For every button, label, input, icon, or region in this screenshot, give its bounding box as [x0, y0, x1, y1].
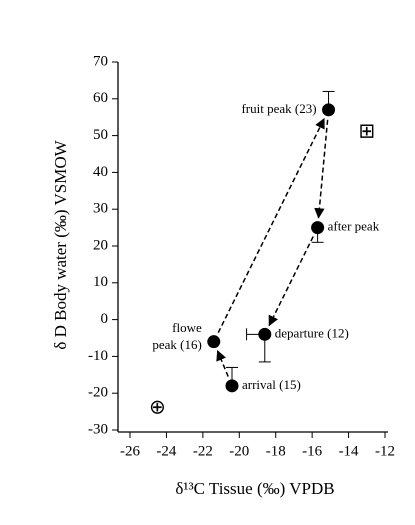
point	[322, 103, 336, 117]
point	[311, 221, 325, 235]
arrow	[268, 236, 314, 327]
y-tick-label: 30	[93, 201, 108, 217]
arrow	[216, 349, 229, 377]
y-tick-label: 70	[93, 53, 108, 69]
y-tick-label: -10	[88, 348, 108, 364]
point-label: after peak	[328, 219, 380, 234]
y-tick-label: 60	[93, 90, 108, 106]
point	[207, 335, 221, 349]
arrow	[217, 117, 325, 334]
point-label: peak (16)	[152, 337, 201, 352]
point	[258, 327, 272, 341]
point	[225, 379, 239, 393]
x-tick-label: -18	[266, 443, 286, 459]
x-tick-label: -14	[339, 443, 359, 459]
y-tick-label: -20	[88, 385, 108, 401]
y-tick-label: 0	[101, 311, 109, 327]
x-tick-label: -24	[156, 443, 176, 459]
point-label: arrival (15)	[242, 377, 301, 392]
y-tick-label: 20	[93, 237, 108, 253]
symbol: ⊕	[149, 394, 166, 418]
x-tick-label: -16	[302, 443, 322, 459]
y-tick-label: 10	[93, 274, 108, 290]
x-axis-title: δ¹³C Tissue (‰) VPDB	[175, 479, 334, 498]
arrow	[314, 119, 329, 219]
y-axis-title: δ D Body water (‰) VSMOW	[51, 139, 70, 349]
symbol: ⊞	[358, 118, 375, 142]
point-label: departure (12)	[275, 325, 349, 340]
y-tick-label: 40	[93, 164, 108, 180]
point-label: fruit peak (23)	[241, 101, 316, 116]
y-tick-label: -30	[88, 421, 108, 437]
y-tick-label: 50	[93, 127, 108, 143]
x-tick-label: -26	[120, 443, 140, 459]
x-tick-label: -12	[375, 443, 395, 459]
x-tick-label: -20	[229, 443, 249, 459]
x-tick-label: -22	[193, 443, 213, 459]
point-label: flowe	[172, 320, 202, 335]
